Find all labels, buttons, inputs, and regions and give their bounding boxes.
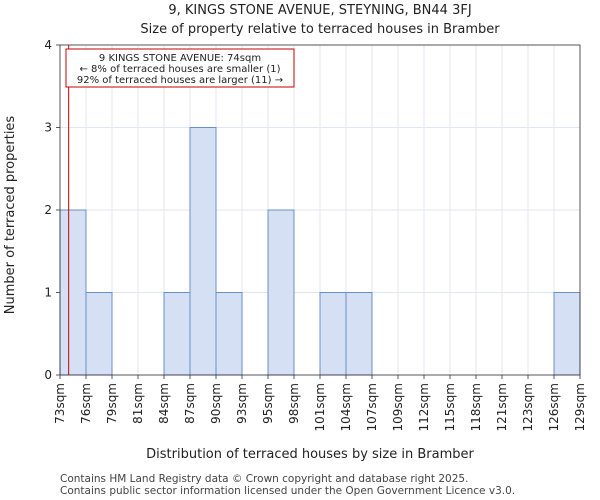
x-tick-label: 95sqm bbox=[261, 383, 275, 424]
footer-line-2: Contains public sector information licen… bbox=[60, 485, 515, 497]
x-tick-label: 90sqm bbox=[209, 383, 223, 424]
annotation-line-3: 92% of terraced houses are larger (11) → bbox=[77, 75, 283, 86]
bar bbox=[189, 127, 217, 376]
x-axis-ticks: 73sqm 76sqm 79sqm 81sqm 84sqm 87sqm 90sqm 93sqm… bbox=[53, 375, 587, 431]
chart-subtitle: Size of property relative to terraced ho… bbox=[140, 22, 500, 37]
x-tick-label: 98sqm bbox=[287, 383, 301, 424]
marker-annotation: 9 KINGS STONE AVENUE: 74sqm ← 8% of terr… bbox=[65, 48, 295, 88]
x-tick-label: 107sqm bbox=[365, 383, 379, 431]
x-tick-label: 81sqm bbox=[131, 383, 145, 424]
annotation-box bbox=[65, 48, 295, 88]
annotation-line-2: ← 8% of terraced houses are smaller (1) bbox=[80, 64, 281, 75]
x-tick-label: 73sqm bbox=[53, 383, 67, 424]
x-tick-label: 123sqm bbox=[521, 383, 535, 431]
bar bbox=[163, 292, 191, 376]
y-tick-label: 3 bbox=[44, 121, 52, 135]
chart-title: 9, KINGS STONE AVENUE, STEYNING, BN44 3F… bbox=[168, 3, 471, 18]
bar bbox=[59, 209, 87, 376]
x-tick-label: 121sqm bbox=[495, 383, 509, 431]
bar bbox=[267, 209, 295, 376]
y-tick-label: 1 bbox=[44, 286, 52, 300]
x-tick-label: 112sqm bbox=[417, 383, 431, 431]
y-tick-label: 4 bbox=[44, 38, 52, 52]
footer-line-1: Contains HM Land Registry data © Crown c… bbox=[60, 473, 468, 485]
x-tick-label: 79sqm bbox=[105, 383, 119, 424]
x-tick-label: 118sqm bbox=[469, 383, 483, 431]
annotation-line-1: 9 KINGS STONE AVENUE: 74sqm bbox=[99, 53, 261, 64]
x-tick-label: 84sqm bbox=[157, 383, 171, 424]
bar bbox=[319, 292, 347, 376]
x-tick-label: 109sqm bbox=[391, 383, 405, 431]
bar bbox=[553, 292, 581, 376]
x-tick-label: 93sqm bbox=[235, 383, 249, 424]
bar bbox=[85, 292, 113, 376]
y-axis-label: Number of terraced properties bbox=[3, 116, 18, 315]
x-tick-label: 76sqm bbox=[79, 383, 93, 424]
x-axis-label: Distribution of terraced houses by size … bbox=[146, 447, 474, 462]
x-tick-label: 115sqm bbox=[443, 383, 457, 431]
x-tick-label: 126sqm bbox=[547, 383, 561, 431]
y-tick-label: 0 bbox=[44, 368, 52, 382]
bars bbox=[59, 127, 581, 376]
x-tick-label: 129sqm bbox=[573, 383, 587, 431]
y-axis-ticks: 0 1 2 3 4 bbox=[44, 38, 60, 382]
x-tick-label: 101sqm bbox=[313, 383, 327, 431]
bar bbox=[345, 292, 373, 376]
y-tick-label: 2 bbox=[44, 203, 52, 217]
x-tick-label: 87sqm bbox=[183, 383, 197, 424]
x-tick-label: 104sqm bbox=[339, 383, 353, 431]
bar bbox=[215, 292, 243, 376]
